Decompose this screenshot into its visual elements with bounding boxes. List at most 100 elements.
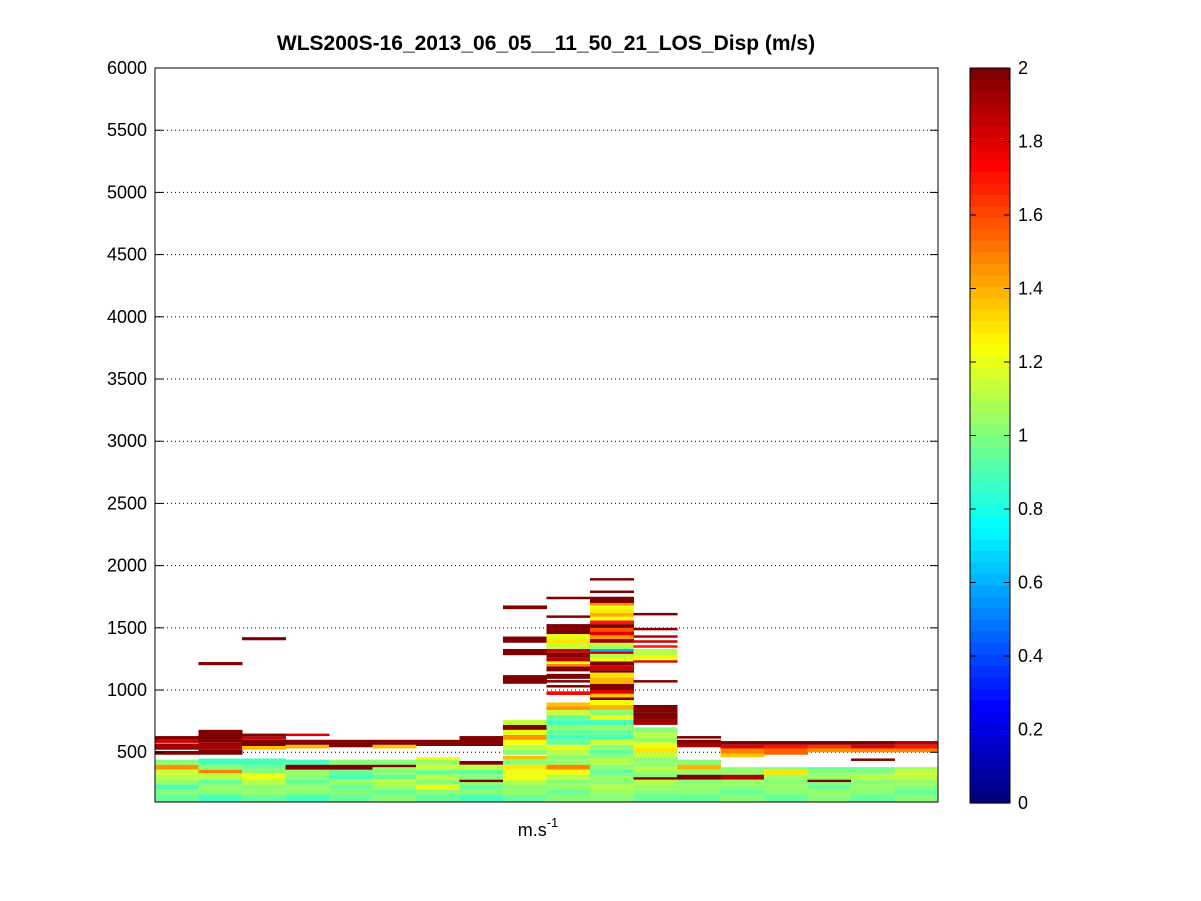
colorbar-swatch [970,791,1010,804]
heatmap-cell [590,690,634,694]
heatmap-cell [242,764,286,769]
heatmap-cell [285,733,330,737]
heatmap-cell [155,774,199,780]
heatmap-cell [590,657,634,662]
heatmap-cell [503,784,547,790]
heatmap-cell [198,794,243,802]
colorbar-swatch [970,125,1010,138]
colorbar-swatch [970,320,1010,333]
colorbar-swatch [970,159,1010,172]
heatmap-cell [590,714,634,720]
heatmap-cell [590,605,634,610]
heatmap-cell [590,709,634,715]
heatmap-cell [242,768,286,774]
heatmap-cell [677,794,721,802]
heatmap-cell [416,774,460,780]
heatmap-cell [546,794,591,802]
colorbar-swatch [970,699,1010,712]
heatmap-cell [285,739,330,745]
heatmap-cell [807,789,852,795]
heatmap-cell [503,675,547,684]
heatmap-cell [720,784,765,790]
heatmap-cell [633,704,678,713]
heatmap-cell [503,789,547,795]
colorbar-tick-label: 0.4 [1018,646,1043,666]
heatmap-cell [720,794,765,802]
heatmap-cell [242,746,286,750]
colorbar-tick-label: 1.2 [1018,352,1043,372]
colorbar-swatch [970,458,1010,471]
heatmap-cell [546,744,591,750]
heatmap-cell [590,624,634,628]
heatmap-cell [503,729,547,735]
colorbar-swatch [970,435,1010,448]
colorbar-swatch [970,573,1010,586]
colorbar-swatch [970,251,1010,264]
heatmap-cell [459,736,504,747]
heatmap-cell [633,762,678,768]
heatmap-cell [720,779,765,785]
colorbar-swatch [970,619,1010,632]
colorbar-tick-label: 0.2 [1018,720,1043,740]
heatmap-cell [677,759,721,765]
heatmap-cell [894,741,938,745]
heatmap-cell [459,760,504,765]
heatmap-cell [590,759,634,765]
heatmap-cell [459,794,504,802]
colorbar-swatch [970,228,1010,241]
heatmap-cell [372,779,417,785]
heatmap-cell [590,704,634,710]
heatmap-cell [590,749,634,755]
colorbar-swatch [970,768,1010,781]
heatmap-cell [546,769,591,775]
colorbar-swatch [970,378,1010,391]
heatmap-cell [416,757,460,760]
colorbar-swatch [970,481,1010,494]
heatmap-cell [546,734,591,740]
colorbar-swatch [970,343,1010,356]
heatmap-cell [503,648,547,656]
heatmap-cell [546,680,591,683]
heatmap-cell [503,774,547,780]
heatmap-cell [764,789,808,795]
heatmap-cell [677,743,721,748]
heatmap-cell [633,779,678,785]
heatmap-cell [633,757,678,763]
heatmap-cell [633,627,678,631]
heatmap-cell [633,737,678,743]
heatmap-cell [459,774,504,780]
heatmap-cell [546,702,591,707]
colorbar-swatch [970,676,1010,689]
colorbar [970,68,1010,804]
heatmap-cell [633,794,678,802]
heatmap-cell [807,784,852,790]
heatmap-cell [503,744,547,750]
colorbar-tick-label: 0 [1018,793,1028,813]
heatmap-cell [285,774,330,780]
heatmap-cell [633,655,678,661]
heatmap-cell [590,612,634,617]
heatmap-cell [633,727,678,733]
colorbar-swatch [970,688,1010,701]
heatmap-cell [546,729,591,735]
heatmap-cell [242,733,286,737]
heatmap-cell [764,774,808,780]
heatmap-cell [198,662,243,666]
heatmap-cell [633,789,678,795]
heatmap-cell [851,741,895,745]
y-tick-label: 3000 [107,431,147,451]
heatmap-cell [764,741,808,745]
heatmap-cell [155,750,199,755]
colorbar-swatch [970,194,1010,207]
heatmap-cell [546,639,591,645]
heatmap-cell [546,784,591,790]
heatmap-cell [285,764,330,770]
colorbar-ticks: 0 0.2 0.4 0.6 0.8 1 1.2 1.4 1.6 1.8 2 [970,58,1043,813]
colorbar-swatch [970,711,1010,724]
heatmap-cell [459,764,504,770]
heatmap-cell [764,744,808,749]
heatmap-cell [633,719,678,725]
heatmap-cell [764,748,808,755]
heatmap-cell [894,784,938,790]
heatmap-cell [894,769,938,775]
